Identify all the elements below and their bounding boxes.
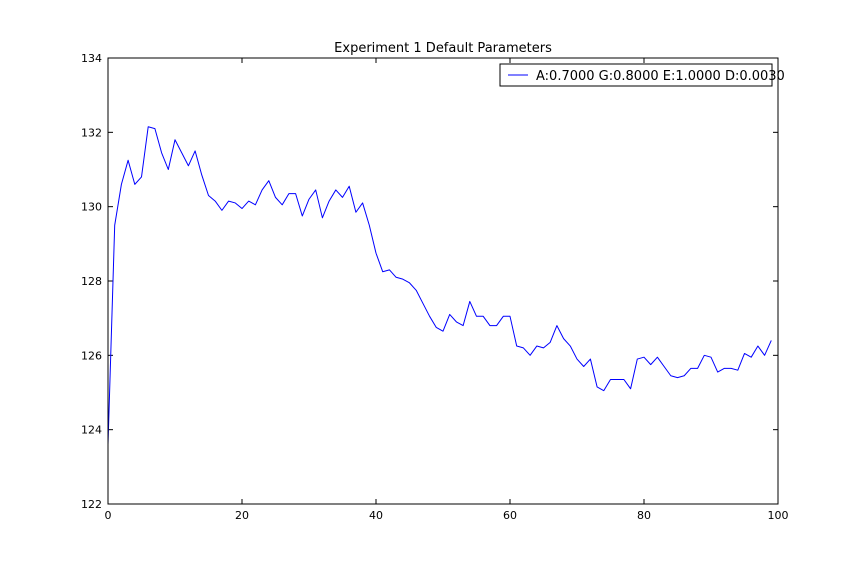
y-tick-label: 126 — [81, 349, 102, 362]
x-tick-label: 40 — [369, 509, 383, 522]
y-tick-label: 134 — [81, 52, 102, 65]
legend-box — [499, 63, 773, 87]
x-tick-label: 0 — [105, 509, 112, 522]
x-tick-label: 100 — [768, 509, 789, 522]
plot-series — [107, 126, 772, 445]
x-tick-label: 80 — [637, 509, 651, 522]
y-tick-label: 130 — [81, 201, 102, 214]
y-tick-label: 122 — [81, 498, 102, 511]
axis-tick-labels: 0 20 40 60 80 100 122 124 126 128 130 132 134 — [81, 52, 789, 522]
series-line — [107, 126, 772, 445]
legend-series-label: A:0.7000 G:0.8000 E:1.0000 D:0.0030 — [536, 69, 785, 84]
chart-title: Experiment 1 Default Parameters — [334, 41, 552, 56]
plot-frame — [107, 57, 779, 505]
x-tick-label: 60 — [503, 509, 517, 522]
legend: A:0.7000 G:0.8000 E:1.0000 D:0.0030 — [499, 63, 785, 87]
x-tick-label: 20 — [235, 509, 249, 522]
y-tick-label: 128 — [81, 275, 102, 288]
y-tick-label: 124 — [81, 424, 102, 437]
y-tick-label: 132 — [81, 126, 102, 139]
axis-ticks — [107, 57, 779, 505]
